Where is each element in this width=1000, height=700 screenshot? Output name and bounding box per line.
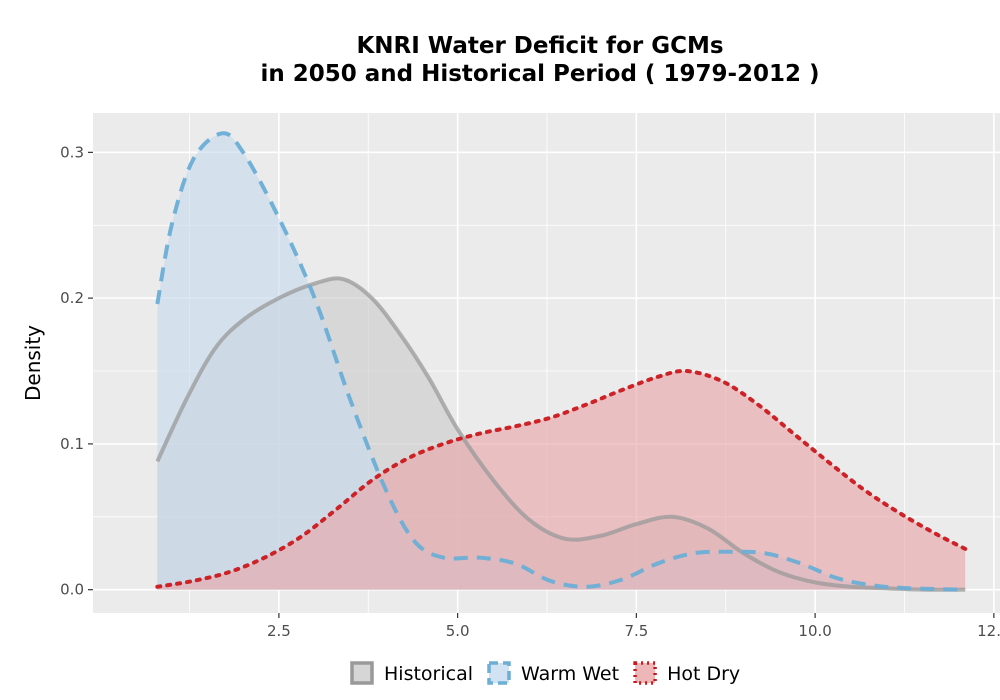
chart-title: KNRI Water Deficit for GCMs <box>356 33 723 59</box>
x-tick-label: 7.5 <box>624 622 648 640</box>
density-lines <box>155 131 968 592</box>
legend: Historical Warm Wet Hot Dry <box>350 661 740 685</box>
area-warm-wet <box>157 133 966 590</box>
legend-key <box>350 661 374 685</box>
legend-label: Hot Dry <box>667 663 740 685</box>
legend-item-hot-dry: Hot Dry <box>633 661 740 685</box>
density-areas <box>157 133 966 590</box>
x-tick-label: 12.5 <box>977 622 1000 640</box>
legend-label: Warm Wet <box>521 663 619 685</box>
y-axis-title: Density <box>21 325 45 401</box>
x-tick-label: 5.0 <box>446 622 470 640</box>
legend-label: Historical <box>384 663 473 685</box>
x-tick-label: 10.0 <box>798 622 831 640</box>
x-tick-label: 2.5 <box>267 622 291 640</box>
y-tick-label: 0.0 <box>60 581 84 599</box>
legend-item-warm-wet: Warm Wet <box>487 661 619 685</box>
line-hot-dry <box>155 368 968 589</box>
area-hot-dry <box>157 370 966 590</box>
y-tick-label: 0.2 <box>60 289 84 307</box>
chart-subtitle: in 2050 and Historical Period ( 1979-201… <box>260 61 819 87</box>
y-tick-label: 0.1 <box>60 435 84 453</box>
legend-key <box>633 661 657 685</box>
y-tick-label: 0.3 <box>60 143 84 161</box>
legend-key <box>487 661 511 685</box>
axis-ticks: 2.5 5.0 7.5 10.0 12.5 0.0 0.1 0.2 0.3 <box>60 143 1000 640</box>
line-historical <box>155 276 966 592</box>
line-warm-wet <box>155 131 966 592</box>
legend-item-historical: Historical <box>350 661 473 685</box>
